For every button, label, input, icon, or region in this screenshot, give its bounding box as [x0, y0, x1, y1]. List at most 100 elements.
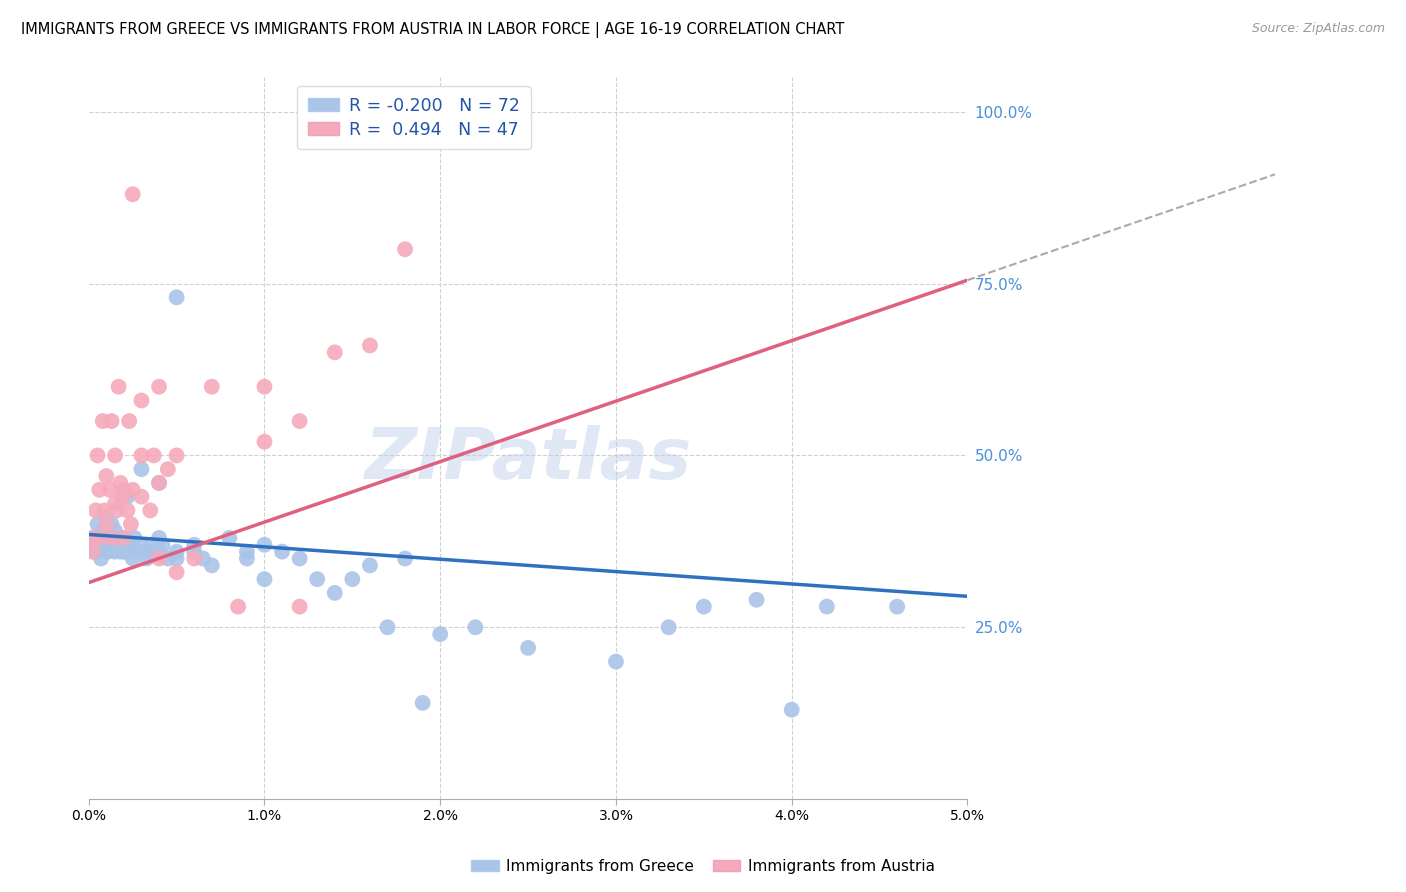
Point: [218, 531, 240, 545]
Point: [86, 517, 108, 532]
Point: [152, 538, 174, 552]
Point: [148, 380, 170, 394]
Point: [166, 544, 188, 558]
Point: [86, 544, 108, 558]
Point: [110, 544, 132, 558]
Point: [139, 503, 162, 517]
Point: [117, 503, 139, 517]
Point: [201, 380, 224, 394]
Point: [131, 462, 153, 476]
Point: [359, 558, 381, 573]
Point: [605, 655, 627, 669]
Point: [89, 531, 111, 545]
Point: [429, 627, 451, 641]
Point: [307, 572, 329, 586]
Point: [139, 544, 162, 558]
Point: [253, 434, 276, 449]
Point: [103, 538, 125, 552]
Point: [89, 483, 111, 497]
Point: [166, 551, 188, 566]
Point: [110, 475, 132, 490]
Point: [342, 572, 364, 586]
Point: [120, 538, 142, 552]
Legend: R = -0.200   N = 72, R =  0.494   N = 47: R = -0.200 N = 72, R = 0.494 N = 47: [297, 87, 530, 149]
Point: [166, 566, 188, 580]
Point: [107, 538, 129, 552]
Point: [111, 490, 134, 504]
Point: [271, 544, 294, 558]
Point: [183, 538, 205, 552]
Point: [96, 469, 118, 483]
Point: [90, 538, 112, 552]
Point: [131, 449, 153, 463]
Point: [125, 544, 148, 558]
Point: [253, 380, 276, 394]
Point: [112, 531, 135, 545]
Point: [323, 345, 346, 359]
Point: [135, 551, 157, 566]
Point: [359, 338, 381, 352]
Point: [745, 592, 768, 607]
Point: [236, 544, 259, 558]
Point: [117, 490, 139, 504]
Point: [120, 517, 142, 532]
Point: [394, 551, 416, 566]
Point: [114, 544, 136, 558]
Point: [112, 483, 135, 497]
Point: [104, 497, 127, 511]
Point: [166, 290, 188, 304]
Point: [98, 531, 121, 545]
Point: [83, 531, 105, 545]
Point: [112, 531, 135, 545]
Point: [148, 551, 170, 566]
Point: [183, 544, 205, 558]
Point: [131, 393, 153, 408]
Point: [103, 531, 125, 545]
Point: [517, 640, 540, 655]
Point: [693, 599, 716, 614]
Point: [142, 449, 165, 463]
Point: [121, 551, 143, 566]
Point: [96, 538, 118, 552]
Point: [191, 551, 214, 566]
Point: [96, 517, 118, 532]
Point: [104, 449, 127, 463]
Point: [156, 462, 179, 476]
Point: [84, 503, 107, 517]
Point: [100, 414, 122, 428]
Point: [105, 531, 128, 545]
Point: [253, 572, 276, 586]
Point: [148, 475, 170, 490]
Point: [112, 544, 135, 558]
Point: [104, 524, 127, 538]
Point: [288, 414, 311, 428]
Point: [121, 187, 143, 202]
Point: [253, 538, 276, 552]
Point: [394, 242, 416, 256]
Point: [86, 449, 108, 463]
Point: [226, 599, 249, 614]
Point: [323, 586, 346, 600]
Point: [90, 551, 112, 566]
Point: [93, 531, 115, 545]
Point: [100, 517, 122, 532]
Point: [90, 531, 112, 545]
Point: [236, 551, 259, 566]
Point: [82, 531, 104, 545]
Point: [124, 531, 146, 545]
Point: [412, 696, 434, 710]
Point: [288, 551, 311, 566]
Point: [91, 524, 114, 538]
Point: [134, 544, 156, 558]
Point: [288, 599, 311, 614]
Text: IMMIGRANTS FROM GREECE VS IMMIGRANTS FROM AUSTRIA IN LABOR FORCE | AGE 16-19 COR: IMMIGRANTS FROM GREECE VS IMMIGRANTS FRO…: [21, 22, 845, 38]
Point: [105, 503, 128, 517]
Point: [141, 538, 163, 552]
Point: [84, 538, 107, 552]
Point: [83, 544, 105, 558]
Point: [148, 544, 170, 558]
Legend: Immigrants from Greece, Immigrants from Austria: Immigrants from Greece, Immigrants from …: [465, 853, 941, 880]
Point: [107, 380, 129, 394]
Point: [131, 538, 153, 552]
Point: [93, 503, 115, 517]
